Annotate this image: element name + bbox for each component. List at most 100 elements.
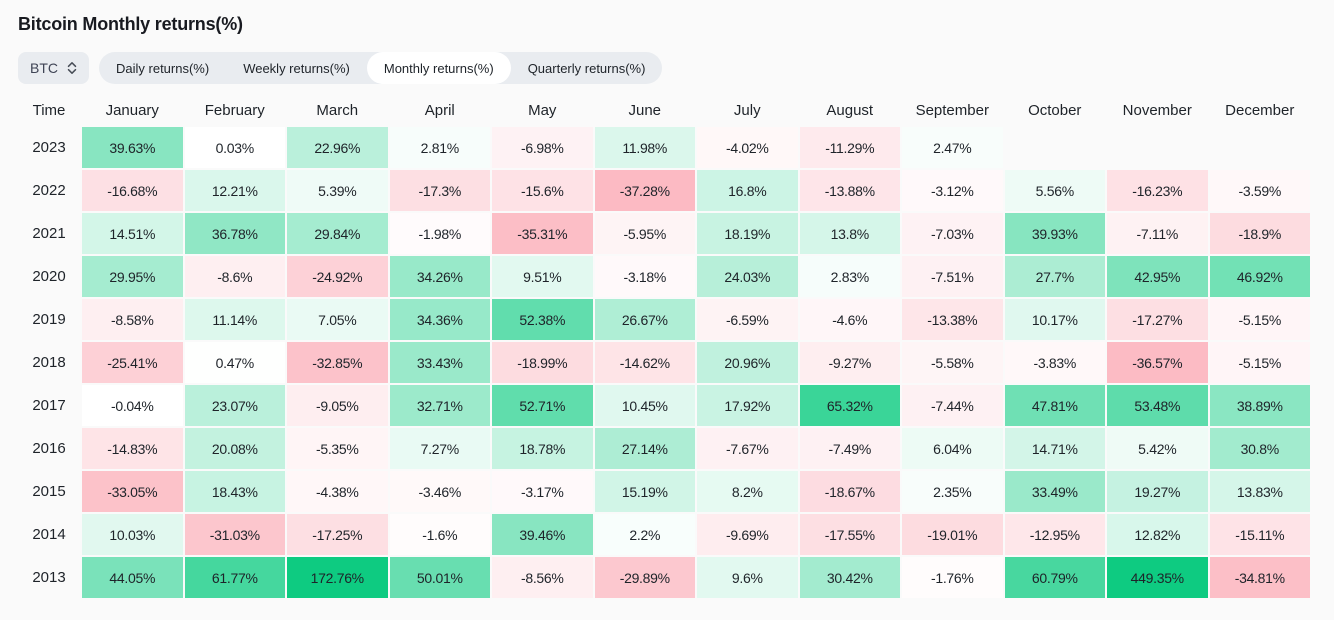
heatmap-cell: -15.11% xyxy=(1209,514,1310,555)
heatmap-cell: -17.3% xyxy=(389,170,490,211)
heatmap-cell: 13.8% xyxy=(799,213,900,254)
heatmap-cell: 14.71% xyxy=(1004,428,1105,469)
heatmap-cell: 16.8% xyxy=(697,170,798,211)
heatmap-cell: 38.89% xyxy=(1209,385,1310,426)
heatmap-cell: 26.67% xyxy=(594,299,695,340)
heatmap-cell: 39.93% xyxy=(1004,213,1105,254)
heatmap-cell: 61.77% xyxy=(184,557,285,598)
heatmap-cell: -4.6% xyxy=(799,299,900,340)
heatmap-cell: 12.21% xyxy=(184,170,285,211)
heatmap-cell: 33.43% xyxy=(389,342,490,383)
heatmap-cell: 2.2% xyxy=(594,514,695,555)
heatmap-cell: 14.51% xyxy=(82,213,183,254)
heatmap-cell: -12.95% xyxy=(1004,514,1105,555)
heatmap-cell: -8.58% xyxy=(82,299,183,340)
tab-weekly-returns[interactable]: Weekly returns(%) xyxy=(243,60,350,76)
heatmap-cell: -3.17% xyxy=(492,471,593,512)
heatmap-cell: -33.05% xyxy=(82,471,183,512)
heatmap-cell: 7.05% xyxy=(287,299,388,340)
heatmap-cell: 20.96% xyxy=(697,342,798,383)
heatmap-cell: -8.6% xyxy=(184,256,285,297)
heatmap-cell: -31.03% xyxy=(184,514,285,555)
year-label: 2015 xyxy=(32,483,66,500)
symbol-select[interactable]: BTC xyxy=(18,52,89,84)
heatmap-cell: 34.36% xyxy=(389,299,490,340)
heatmap-cell: 30.42% xyxy=(799,557,900,598)
heatmap-cell: 11.98% xyxy=(594,127,695,168)
heatmap-cell: 20.08% xyxy=(184,428,285,469)
heatmap-cell: 449.35% xyxy=(1107,557,1208,598)
heatmap-cell: 5.39% xyxy=(287,170,388,211)
heatmap-cell: 34.26% xyxy=(389,256,490,297)
heatmap-cell: 53.48% xyxy=(1107,385,1208,426)
heatmap-cell: -24.92% xyxy=(287,256,388,297)
heatmap-cell-empty xyxy=(1107,127,1208,168)
heatmap-cell: -15.6% xyxy=(492,170,593,211)
heatmap-cell: -25.41% xyxy=(82,342,183,383)
heatmap-cell: -14.62% xyxy=(594,342,695,383)
heatmap-cell: 17.92% xyxy=(697,385,798,426)
heatmap-cell: 47.81% xyxy=(1004,385,1105,426)
controls-bar: BTC Daily returns(%) Weekly returns(%) M… xyxy=(18,52,1310,84)
year-label: 2019 xyxy=(32,311,66,328)
heatmap-cell: 29.84% xyxy=(287,213,388,254)
heatmap-cell: -6.59% xyxy=(697,299,798,340)
heatmap-cell: 27.7% xyxy=(1004,256,1105,297)
month-column-header: November xyxy=(1122,101,1192,119)
heatmap-cell: -7.03% xyxy=(902,213,1003,254)
heatmap-cell: 15.19% xyxy=(594,471,695,512)
year-label: 2023 xyxy=(32,139,66,156)
heatmap-cell: 33.49% xyxy=(1004,471,1105,512)
returns-tabbar: Daily returns(%) Weekly returns(%) Month… xyxy=(99,52,663,84)
heatmap-cell: 5.56% xyxy=(1004,170,1105,211)
heatmap-cell-empty xyxy=(1210,127,1311,168)
heatmap-cell: -5.15% xyxy=(1209,342,1310,383)
tab-monthly-returns[interactable]: Monthly returns(%) xyxy=(366,52,511,84)
tab-daily-returns[interactable]: Daily returns(%) xyxy=(116,60,210,76)
heatmap-cell: 36.78% xyxy=(184,213,285,254)
heatmap-cell: -9.05% xyxy=(287,385,388,426)
heatmap-cell: 2.47% xyxy=(902,127,1003,168)
heatmap-cell: -7.44% xyxy=(902,385,1003,426)
heatmap-cell: 32.71% xyxy=(389,385,490,426)
heatmap-cell: 22.96% xyxy=(287,127,388,168)
heatmap-cell: -5.35% xyxy=(287,428,388,469)
heatmap-cell: 172.76% xyxy=(287,557,388,598)
heatmap-cell: 12.82% xyxy=(1107,514,1208,555)
year-label: 2017 xyxy=(32,397,66,414)
heatmap-cell: -19.01% xyxy=(902,514,1003,555)
heatmap-cell: 10.45% xyxy=(594,385,695,426)
month-column-header: September xyxy=(915,101,989,119)
heatmap-cell: -8.56% xyxy=(492,557,593,598)
heatmap-cell: -1.98% xyxy=(389,213,490,254)
heatmap-cell: -3.18% xyxy=(594,256,695,297)
month-column-header: April xyxy=(424,101,455,119)
heatmap-cell: 11.14% xyxy=(184,299,285,340)
heatmap-cell: -34.81% xyxy=(1209,557,1310,598)
heatmap-cell: -7.67% xyxy=(697,428,798,469)
heatmap-cell: 52.71% xyxy=(492,385,593,426)
year-label: 2014 xyxy=(32,526,66,543)
heatmap-cell: 60.79% xyxy=(1004,557,1105,598)
heatmap-cell: 5.42% xyxy=(1107,428,1208,469)
heatmap-cell: 65.32% xyxy=(799,385,900,426)
symbol-select-value: BTC xyxy=(30,60,58,76)
heatmap-cell: -5.95% xyxy=(594,213,695,254)
heatmap-cell: 23.07% xyxy=(184,385,285,426)
heatmap-cell: -11.29% xyxy=(799,127,900,168)
heatmap-cell: 19.27% xyxy=(1107,471,1208,512)
returns-heatmap: Time January February March April May June July… xyxy=(18,95,1310,598)
heatmap-cell: 6.04% xyxy=(902,428,1003,469)
heatmap-cell: 7.27% xyxy=(389,428,490,469)
heatmap-cell: 2.35% xyxy=(902,471,1003,512)
month-column-header: March xyxy=(316,101,359,119)
year-label: 2021 xyxy=(32,225,66,242)
heatmap-cell: -3.83% xyxy=(1004,342,1105,383)
heatmap-cell: 52.38% xyxy=(492,299,593,340)
heatmap-cell: -36.57% xyxy=(1107,342,1208,383)
heatmap-cell: -35.31% xyxy=(492,213,593,254)
tab-quarterly-returns[interactable]: Quarterly returns(%) xyxy=(527,60,646,76)
heatmap-cell: 18.78% xyxy=(492,428,593,469)
heatmap-cell: -5.15% xyxy=(1209,299,1310,340)
heatmap-cell: 46.92% xyxy=(1209,256,1310,297)
